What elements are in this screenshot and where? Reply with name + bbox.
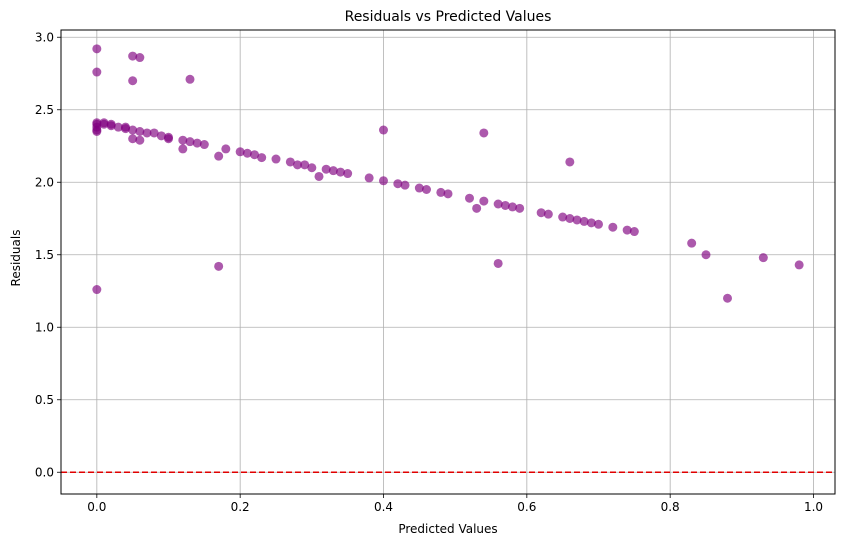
scatter-point (128, 51, 138, 61)
scatter-point (608, 222, 618, 232)
scatter-point (178, 144, 188, 154)
x-tick-label: 0.8 (661, 500, 680, 514)
x-tick-label: 0.0 (87, 500, 106, 514)
scatter-point (257, 153, 267, 163)
scatter-point (199, 140, 209, 150)
scatter-point (758, 253, 768, 263)
scatter-point (135, 127, 145, 136)
plot-area-frame (60, 29, 836, 495)
y-axis-title: Residuals (9, 230, 23, 287)
scatter-point (92, 44, 102, 54)
scatter-point (622, 225, 632, 235)
scatter-point (250, 150, 259, 160)
scatter-point (422, 185, 431, 194)
scatter-point (493, 199, 503, 209)
scatter-point (493, 258, 503, 268)
x-tick-label: 0.4 (374, 500, 393, 514)
scatter-point (536, 208, 546, 218)
scatter-point (508, 202, 517, 212)
y-tick-label: 0.0 (35, 465, 54, 479)
scatter-point (479, 196, 489, 206)
scatter-point (701, 250, 711, 260)
x-axis-title: Predicted Values (398, 522, 497, 536)
scatter-point (414, 183, 424, 193)
scatter-point (92, 127, 102, 136)
scatter-point (135, 53, 145, 63)
scatter-point (379, 125, 388, 135)
scatter-point (328, 166, 338, 176)
scatter-point (92, 285, 102, 295)
x-axis-ticks: 0.0 0.2 0.4 0.6 0.8 1.0 (87, 494, 823, 514)
scatter-point (185, 74, 195, 84)
y-tick-label: 0.5 (35, 393, 54, 407)
scatter-point (221, 144, 231, 154)
y-tick-label: 2.5 (35, 103, 54, 117)
scatter-point (214, 261, 224, 271)
scatter-point (586, 218, 596, 228)
scatter-point (300, 160, 310, 170)
y-tick-label: 3.0 (35, 30, 54, 44)
x-tick-label: 0.6 (517, 500, 536, 514)
scatter-point (465, 193, 474, 203)
scatter-point (321, 164, 331, 174)
scatter-point (92, 67, 102, 77)
scatter-point (393, 179, 403, 189)
scatter-point (149, 128, 159, 138)
scatter-point (379, 176, 388, 186)
scatter-point (113, 122, 123, 132)
scatter-point (443, 189, 453, 199)
scatter-point (723, 293, 732, 303)
scatter-point (687, 238, 697, 248)
scatter-point (307, 163, 317, 173)
x-tick-label: 0.2 (231, 500, 250, 514)
scatter-point (128, 125, 138, 135)
chart-title: Residuals vs Predicted Values (345, 9, 552, 25)
data-points (92, 44, 804, 303)
scatter-point (472, 203, 482, 213)
scatter-point (128, 134, 138, 144)
scatter-point (314, 171, 324, 181)
scatter-point (178, 135, 188, 145)
scatter-point (436, 187, 446, 197)
scatter-point (794, 260, 804, 270)
scatter-point (629, 227, 639, 237)
scatter-point (594, 219, 603, 229)
scatter-point (400, 180, 410, 190)
scatter-point (242, 148, 252, 158)
scatter-point (121, 124, 130, 134)
y-tick-label: 1.0 (35, 320, 54, 334)
scatter-point (479, 128, 489, 138)
scatter-point (500, 200, 510, 210)
scatter-point (214, 151, 224, 161)
scatter-point (156, 131, 166, 141)
scatter-point (235, 147, 245, 157)
scatter-point (99, 119, 109, 129)
scatter-point (192, 138, 202, 148)
scatter-point (142, 128, 152, 138)
scatter-point (572, 215, 582, 225)
scatter-point (135, 135, 145, 145)
scatter-point (128, 76, 138, 86)
scatter-point (285, 157, 295, 167)
y-tick-label: 1.5 (35, 248, 54, 262)
x-tick-label: 1.0 (804, 500, 823, 514)
scatter-point (364, 173, 374, 183)
y-axis-ticks: 0.0 0.5 1.0 1.5 2.0 2.5 3.0 (35, 30, 61, 479)
scatter-point (565, 157, 575, 167)
scatter-point (579, 216, 589, 226)
scatter-point (164, 134, 173, 144)
scatter-point (336, 167, 345, 177)
scatter-point (565, 214, 575, 223)
scatter-point (558, 212, 568, 222)
scatter-point (185, 137, 195, 147)
scatter-point (515, 203, 525, 213)
scatter-point (106, 121, 116, 131)
scatter-point (293, 160, 302, 170)
scatter-point (343, 169, 353, 179)
scatter-point (271, 154, 281, 164)
scatter-point (543, 209, 553, 219)
y-tick-label: 2.0 (35, 175, 54, 189)
